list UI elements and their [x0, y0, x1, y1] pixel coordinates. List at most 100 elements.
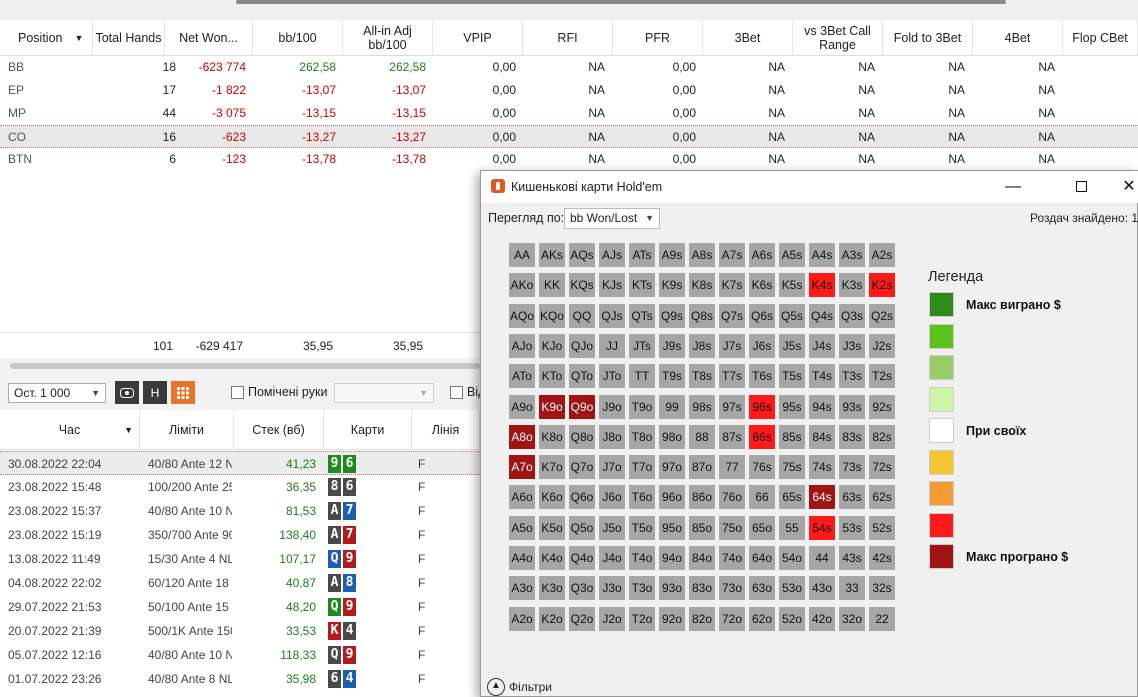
hand-cell[interactable]: 33 [839, 576, 865, 601]
hand-cell[interactable]: 96o [659, 485, 685, 510]
hand-row[interactable]: 04.08.2022 22:02 60/120 Ante 18 I 40,87 A 8 F [0, 571, 480, 595]
col-total-hands[interactable]: Total Hands [93, 20, 165, 56]
hand-cell[interactable]: Q7s [719, 303, 745, 328]
stats-row[interactable]: BTN 6 -123 -13,78 -13,78 0,00 NA 0,00 NA NA NA NA [0, 148, 1138, 171]
col-allin-adj[interactable]: All-in Adj bb/100 [343, 20, 433, 56]
hand-cell[interactable]: 64o [749, 546, 775, 570]
hand-cell[interactable]: 53o [779, 576, 805, 601]
hand-cell[interactable]: A7o [509, 455, 535, 480]
hand-cell[interactable]: J5o [599, 515, 625, 540]
hand-cell[interactable]: T2o [629, 606, 655, 631]
hand-cell[interactable]: 84s [809, 424, 835, 449]
hand-cell[interactable]: T6s [749, 364, 775, 389]
hand-cell[interactable]: 75s [779, 455, 805, 480]
maximize-button[interactable] [1058, 171, 1104, 203]
hand-cell[interactable]: Q3o [569, 576, 595, 601]
hand-cell[interactable]: 98o [659, 424, 685, 449]
hand-cell[interactable]: K9s [659, 273, 685, 298]
hand-cell[interactable]: 55 [779, 515, 805, 540]
sort-down-icon[interactable]: ▼ [124, 425, 133, 435]
hand-cell[interactable]: 84o [689, 546, 715, 570]
hand-cell[interactable]: 73o [719, 576, 745, 601]
hand-cell[interactable]: 63s [839, 485, 865, 510]
hand-cell[interactable]: QQ [569, 303, 595, 328]
hand-cell[interactable]: J8s [689, 333, 715, 358]
hand-cell[interactable]: QTs [629, 303, 655, 328]
hand-cell[interactable]: T8o [629, 424, 655, 449]
hand-cell[interactable]: 77 [719, 455, 745, 480]
hand-cell[interactable]: 65s [779, 485, 805, 510]
hand-row[interactable]: 01.07.2022 23:26 40/80 Ante 8 NL 35,98 6 4 F [0, 667, 480, 691]
col-limits[interactable]: Ліміти [140, 410, 234, 450]
hand-cell[interactable]: 72s [869, 455, 895, 480]
col-3bet[interactable]: 3Bet [703, 20, 793, 56]
hand-cell[interactable]: AKo [509, 273, 535, 298]
hand-cell[interactable]: KQs [569, 273, 595, 298]
hand-cell[interactable]: 42s [869, 546, 895, 570]
hand-cell[interactable]: 32o [839, 606, 865, 631]
hand-cell[interactable]: 87s [719, 424, 745, 449]
col-net-won[interactable]: Net Won... [165, 20, 253, 56]
hand-cell[interactable]: J8o [599, 424, 625, 449]
hand-cell[interactable]: A3o [509, 576, 535, 601]
col-position[interactable]: Position ▼ [0, 20, 93, 56]
hand-cell[interactable]: 85o [689, 515, 715, 540]
filters-toggle-icon[interactable]: ▲ [487, 678, 505, 696]
hand-cell[interactable]: 82s [869, 424, 895, 449]
hand-row[interactable]: 23.08.2022 15:48 100/200 Ante 25 36,35 8 6 F [0, 475, 480, 499]
hand-cell[interactable]: T9o [629, 394, 655, 419]
hand-cell[interactable]: 43o [809, 576, 835, 601]
hand-cell[interactable]: A5o [509, 515, 535, 540]
hand-cell[interactable]: 94s [809, 394, 835, 419]
hand-cell[interactable]: T5o [629, 515, 655, 540]
hand-cell[interactable]: KQo [539, 303, 565, 328]
close-button[interactable]: ✕ [1106, 171, 1138, 203]
hand-cell[interactable]: QTo [569, 364, 595, 389]
col-fold-3bet[interactable]: Fold to 3Bet [883, 20, 973, 56]
hand-cell[interactable]: 54o [779, 546, 805, 570]
hand-cell[interactable]: Q9o [569, 394, 595, 419]
hand-row[interactable]: 13.08.2022 11:49 15/30 Ante 4 NL 107,17 Q 9 F [0, 547, 480, 571]
hand-cell[interactable]: K8o [539, 424, 565, 449]
hand-cell[interactable]: K7s [719, 273, 745, 298]
hand-cell[interactable]: KK [539, 273, 565, 298]
hand-cell[interactable]: 82o [689, 606, 715, 631]
hand-cell[interactable]: ATo [509, 364, 535, 389]
range-select[interactable]: Ост. 1 000 ▼ [8, 383, 106, 403]
col-pfr[interactable]: PFR [613, 20, 703, 56]
view-by-select[interactable]: bb Won/Lost ▼ [564, 208, 660, 229]
hand-cell[interactable]: ATs [629, 243, 655, 267]
hand-cell[interactable]: 86s [749, 424, 775, 449]
hand-cell[interactable]: 54s [809, 515, 835, 540]
hand-cell[interactable]: Q5o [569, 515, 595, 540]
hand-cell[interactable]: J2s [869, 333, 895, 358]
hand-cell[interactable]: T8s [689, 364, 715, 389]
hand-cell[interactable]: 98s [689, 394, 715, 419]
hand-cell[interactable]: 87o [689, 455, 715, 480]
hand-cell[interactable]: Q6o [569, 485, 595, 510]
col-vs-3bet[interactable]: vs 3Bet Call Range [793, 20, 883, 56]
hand-cell[interactable]: AJo [509, 333, 535, 358]
top-scrollbar[interactable] [236, 0, 1006, 4]
hand-cell[interactable]: J3o [599, 576, 625, 601]
hand-cell[interactable]: Q2s [869, 303, 895, 328]
hand-cell[interactable]: 75o [719, 515, 745, 540]
hand-cell[interactable]: J2o [599, 606, 625, 631]
hand-cell[interactable]: A4s [809, 243, 835, 267]
hand-cell[interactable]: 86o [689, 485, 715, 510]
hand-cell[interactable]: 97s [719, 394, 745, 419]
hand-cell[interactable]: J9o [599, 394, 625, 419]
hand-cell[interactable]: T4s [809, 364, 835, 389]
hand-cell[interactable]: 63o [749, 576, 775, 601]
hand-cell[interactable]: 95s [779, 394, 805, 419]
stats-row[interactable]: BB 18 -623 774 262,58 262,58 0,00 NA 0,00 NA NA NA… [0, 56, 1138, 79]
hand-cell[interactable]: 96s [749, 394, 775, 419]
hand-cell[interactable]: AJs [599, 243, 625, 267]
hand-cell[interactable]: AQs [569, 243, 595, 267]
hand-cell[interactable]: 93s [839, 394, 865, 419]
hand-cell[interactable]: 64s [809, 485, 835, 510]
hand-cell[interactable]: 93o [659, 576, 685, 601]
hand-cell[interactable]: T7o [629, 455, 655, 480]
hand-cell[interactable]: A2o [509, 606, 535, 631]
hand-cell[interactable]: 52s [869, 515, 895, 540]
